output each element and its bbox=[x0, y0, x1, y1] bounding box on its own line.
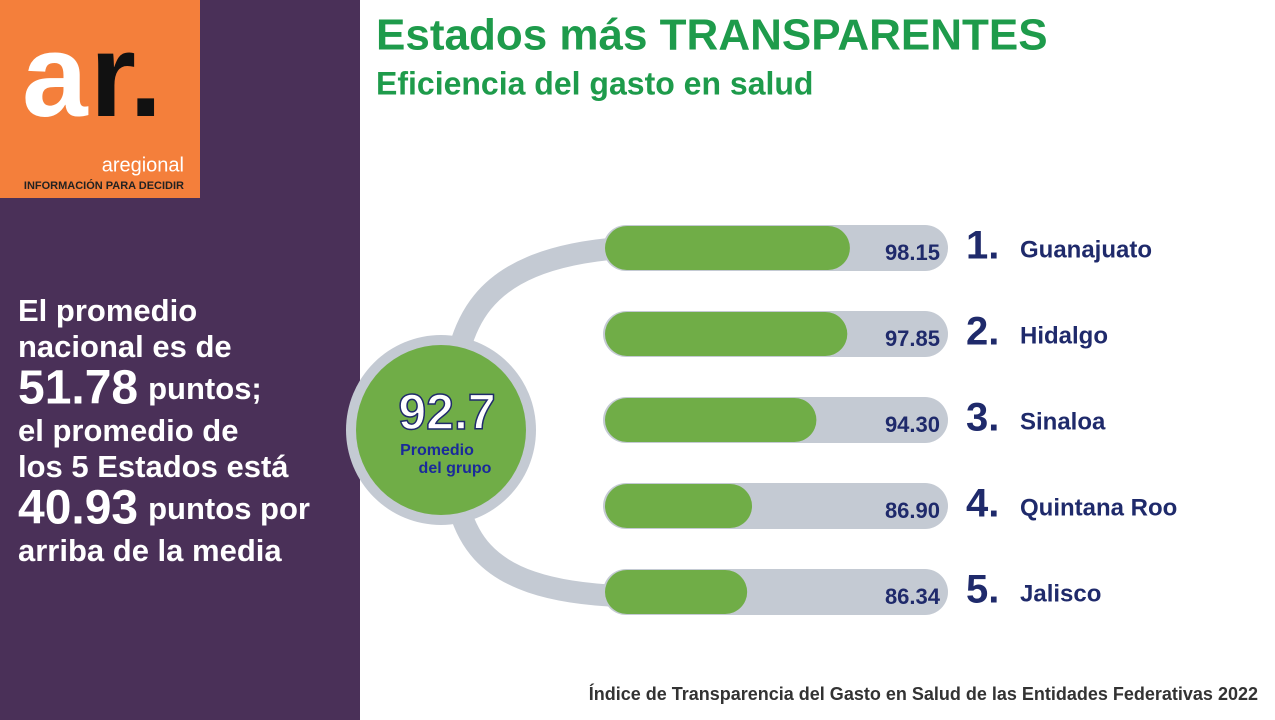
sidebar-text: nacional es de bbox=[18, 329, 232, 364]
rank: 2. bbox=[966, 310, 999, 354]
highlight-number: 40.93 bbox=[18, 482, 138, 535]
sidebar-text: puntos; bbox=[148, 371, 262, 406]
category-label: Guanajuato bbox=[1020, 236, 1152, 263]
bar bbox=[605, 226, 850, 270]
center-value: 92.7 bbox=[398, 384, 495, 440]
rank: 4. bbox=[966, 482, 999, 526]
logo-letter: r. bbox=[90, 10, 162, 142]
rank: 5. bbox=[966, 568, 999, 612]
highlight-number: 51.78 bbox=[18, 362, 138, 415]
sidebar-text: el promedio de bbox=[18, 413, 238, 448]
category-label: Quintana Roo bbox=[1020, 494, 1177, 521]
bar bbox=[605, 312, 848, 356]
sidebar-text: El promedio bbox=[18, 293, 197, 328]
sidebar-text: puntos por bbox=[148, 491, 310, 526]
value-label: 97.85 bbox=[885, 326, 940, 351]
value-label: 86.90 bbox=[885, 498, 940, 523]
category-label: Jalisco bbox=[1020, 580, 1101, 607]
rank: 1. bbox=[966, 224, 999, 268]
bar bbox=[605, 570, 748, 614]
logo-letter: a bbox=[22, 10, 89, 142]
logo-name: aregional bbox=[102, 154, 184, 176]
value-label: 98.15 bbox=[885, 240, 940, 265]
rank: 3. bbox=[966, 396, 999, 440]
bar bbox=[605, 484, 753, 528]
category-label: Hidalgo bbox=[1020, 322, 1108, 349]
logo-tagline: INFORMACIÓN PARA DECIDIR bbox=[24, 179, 184, 192]
subtitle: Eficiencia del gasto en salud bbox=[376, 65, 813, 101]
sidebar-text: arriba de la media bbox=[18, 533, 282, 568]
title: Estados más TRANSPARENTES bbox=[376, 11, 1048, 60]
sidebar-text: los 5 Estados está bbox=[18, 449, 289, 484]
value-label: 86.34 bbox=[885, 584, 941, 609]
center-label: Promedio bbox=[400, 442, 474, 459]
category-label: Sinaloa bbox=[1020, 408, 1106, 435]
bar bbox=[605, 398, 817, 442]
center-circle bbox=[356, 345, 526, 515]
value-label: 94.30 bbox=[885, 412, 940, 437]
center-label: del grupo bbox=[419, 460, 492, 477]
source: Índice de Transparencia del Gasto en Sal… bbox=[589, 683, 1258, 704]
logo-box bbox=[0, 0, 200, 198]
